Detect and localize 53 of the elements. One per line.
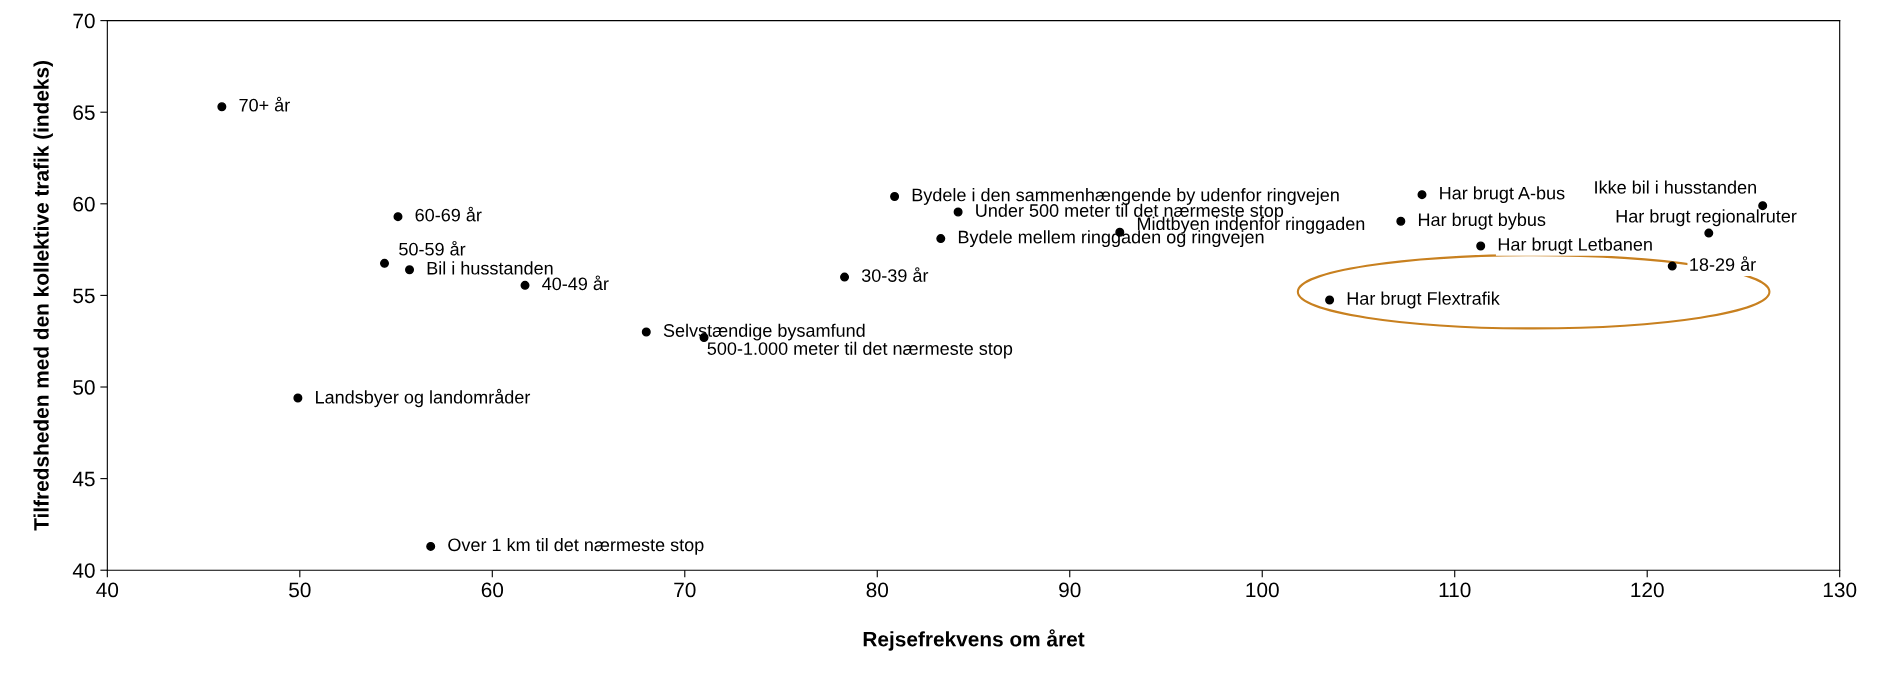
x-tick-label: 110	[1439, 582, 1471, 598]
y-tick-label: 50	[73, 380, 95, 395]
x-tick-label: 90	[1059, 582, 1081, 598]
x-tick-label: 50	[289, 582, 311, 598]
point	[293, 393, 303, 403]
x-tick-label: 120	[1631, 582, 1664, 598]
annotation: Bil i husstanden	[427, 261, 553, 275]
annotation: 500-1.000 meter til det nærmeste stop	[707, 341, 1013, 359]
x-tick-label: 40	[96, 582, 119, 598]
annotation: Ikke bil i husstanden	[1595, 180, 1756, 194]
point	[890, 191, 900, 201]
point	[1667, 261, 1677, 271]
y-tick-label: 70	[73, 13, 95, 29]
y-tick-label: 60	[73, 196, 95, 212]
point	[936, 234, 946, 244]
point	[840, 272, 850, 282]
point	[393, 212, 403, 222]
y-axis-title: Tilfredsheden med den kollektive trafik (indeks)	[33, 61, 53, 531]
point	[1476, 241, 1486, 251]
annotation: Landsbyer og landområder	[316, 388, 531, 408]
annotation: 40-49 år	[542, 275, 609, 291]
y-tick-label: 40	[72, 563, 95, 578]
point	[1396, 216, 1406, 226]
annotation: Har brugt bybus	[1418, 212, 1546, 230]
annotation: Har brugt Flextrafik	[1347, 291, 1500, 309]
annotation: Har brugt A-bus	[1440, 186, 1565, 204]
annotation: 50-59 år	[399, 240, 466, 256]
annotation: 30-39 år	[861, 267, 929, 282]
point	[641, 327, 651, 337]
point	[520, 280, 530, 290]
point	[217, 102, 227, 112]
annotation: 60-69 år	[415, 206, 482, 222]
x-tick-label: 80	[866, 582, 889, 598]
point	[1417, 190, 1427, 200]
annotation: 18-29 år	[1690, 256, 1756, 271]
point	[426, 541, 436, 551]
annotation: Over 1 km til det nærmeste stop	[448, 537, 704, 555]
y-tick-label: 55	[73, 288, 95, 304]
x-tick-label: 60	[481, 582, 504, 598]
point	[405, 265, 415, 275]
x-tick-label: 130	[1823, 582, 1857, 598]
x-axis-title: Rejsefrekvens om året	[863, 629, 1085, 651]
annotation: Har brugt Letbanen	[1498, 237, 1652, 255]
point	[380, 258, 390, 268]
y-tick-label: 45	[72, 471, 95, 487]
annotation: Har brugt regionalruter	[1616, 209, 1797, 227]
x-tick-label: 70	[674, 582, 696, 598]
point	[953, 207, 963, 217]
point	[1325, 295, 1335, 305]
y-tick-label: 65	[73, 105, 95, 120]
annotation: 70+ år	[239, 96, 290, 112]
point	[1704, 228, 1714, 238]
x-tick-label: 100	[1246, 582, 1279, 598]
